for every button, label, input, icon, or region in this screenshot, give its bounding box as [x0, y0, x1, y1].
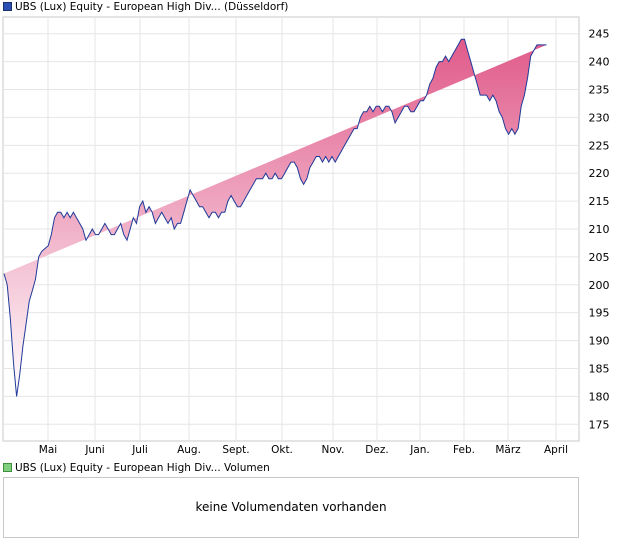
x-tick-label: Juli — [131, 444, 148, 456]
y-tick-label: 175 — [589, 418, 610, 431]
y-tick-label: 240 — [589, 56, 610, 69]
y-tick-label: 180 — [589, 390, 610, 403]
volume-series-swatch — [3, 463, 12, 472]
x-tick-label: April — [544, 444, 568, 456]
x-tick-label: Okt. — [271, 444, 293, 456]
y-tick-label: 230 — [589, 111, 610, 124]
x-tick-label: Jan. — [409, 444, 430, 456]
volume-chart-panel: keine Volumendaten vorhanden — [3, 477, 579, 538]
y-tick-label: 225 — [589, 139, 610, 152]
x-tick-label: Nov. — [321, 444, 344, 456]
x-tick-label: März — [495, 444, 521, 456]
no-volume-data-message: keine Volumendaten vorhanden — [195, 500, 387, 514]
x-tick-label: Juni — [84, 444, 104, 456]
x-tick-label: Aug. — [177, 444, 201, 456]
y-tick-label: 200 — [589, 279, 610, 292]
x-tick-label: Feb. — [453, 444, 475, 456]
price-chart-gridlines — [3, 17, 579, 441]
price-chart: 175 180 185 190 195 200 205 210 215 220 225 230 235 2… — [2, 16, 610, 456]
price-line — [3, 38, 547, 397]
volume-series-legend-label: UBS (Lux) Equity - European High Div... … — [15, 462, 270, 474]
price-area-fill — [4, 39, 547, 397]
y-tick-label: 235 — [589, 84, 610, 97]
volume-chart-legend: UBS (Lux) Equity - European High Div... … — [3, 462, 270, 474]
y-tick-label: 220 — [589, 167, 610, 180]
price-chart-legend: UBS (Lux) Equity - European High Div... … — [3, 1, 288, 13]
y-tick-label: 210 — [589, 223, 610, 236]
y-axis-tick-labels: 175 180 185 190 195 200 205 210 215 220 225 230 235 2… — [589, 28, 610, 432]
y-tick-label: 195 — [589, 307, 610, 320]
y-tick-label: 190 — [589, 335, 610, 348]
x-axis-month-labels: Mai Juni Juli Aug. Sept. Okt. Nov. Dez. Jan. Feb.… — [39, 444, 568, 456]
y-tick-label: 185 — [589, 362, 610, 375]
y-tick-label: 245 — [589, 28, 610, 41]
price-series-legend-label: UBS (Lux) Equity - European High Div... … — [15, 1, 289, 13]
x-tick-label: Dez. — [365, 444, 388, 456]
x-tick-label: Mai — [39, 444, 57, 456]
price-series-swatch — [3, 2, 12, 11]
y-tick-label: 215 — [589, 195, 610, 208]
x-tick-label: Sept. — [222, 444, 249, 456]
y-tick-label: 205 — [589, 251, 610, 264]
